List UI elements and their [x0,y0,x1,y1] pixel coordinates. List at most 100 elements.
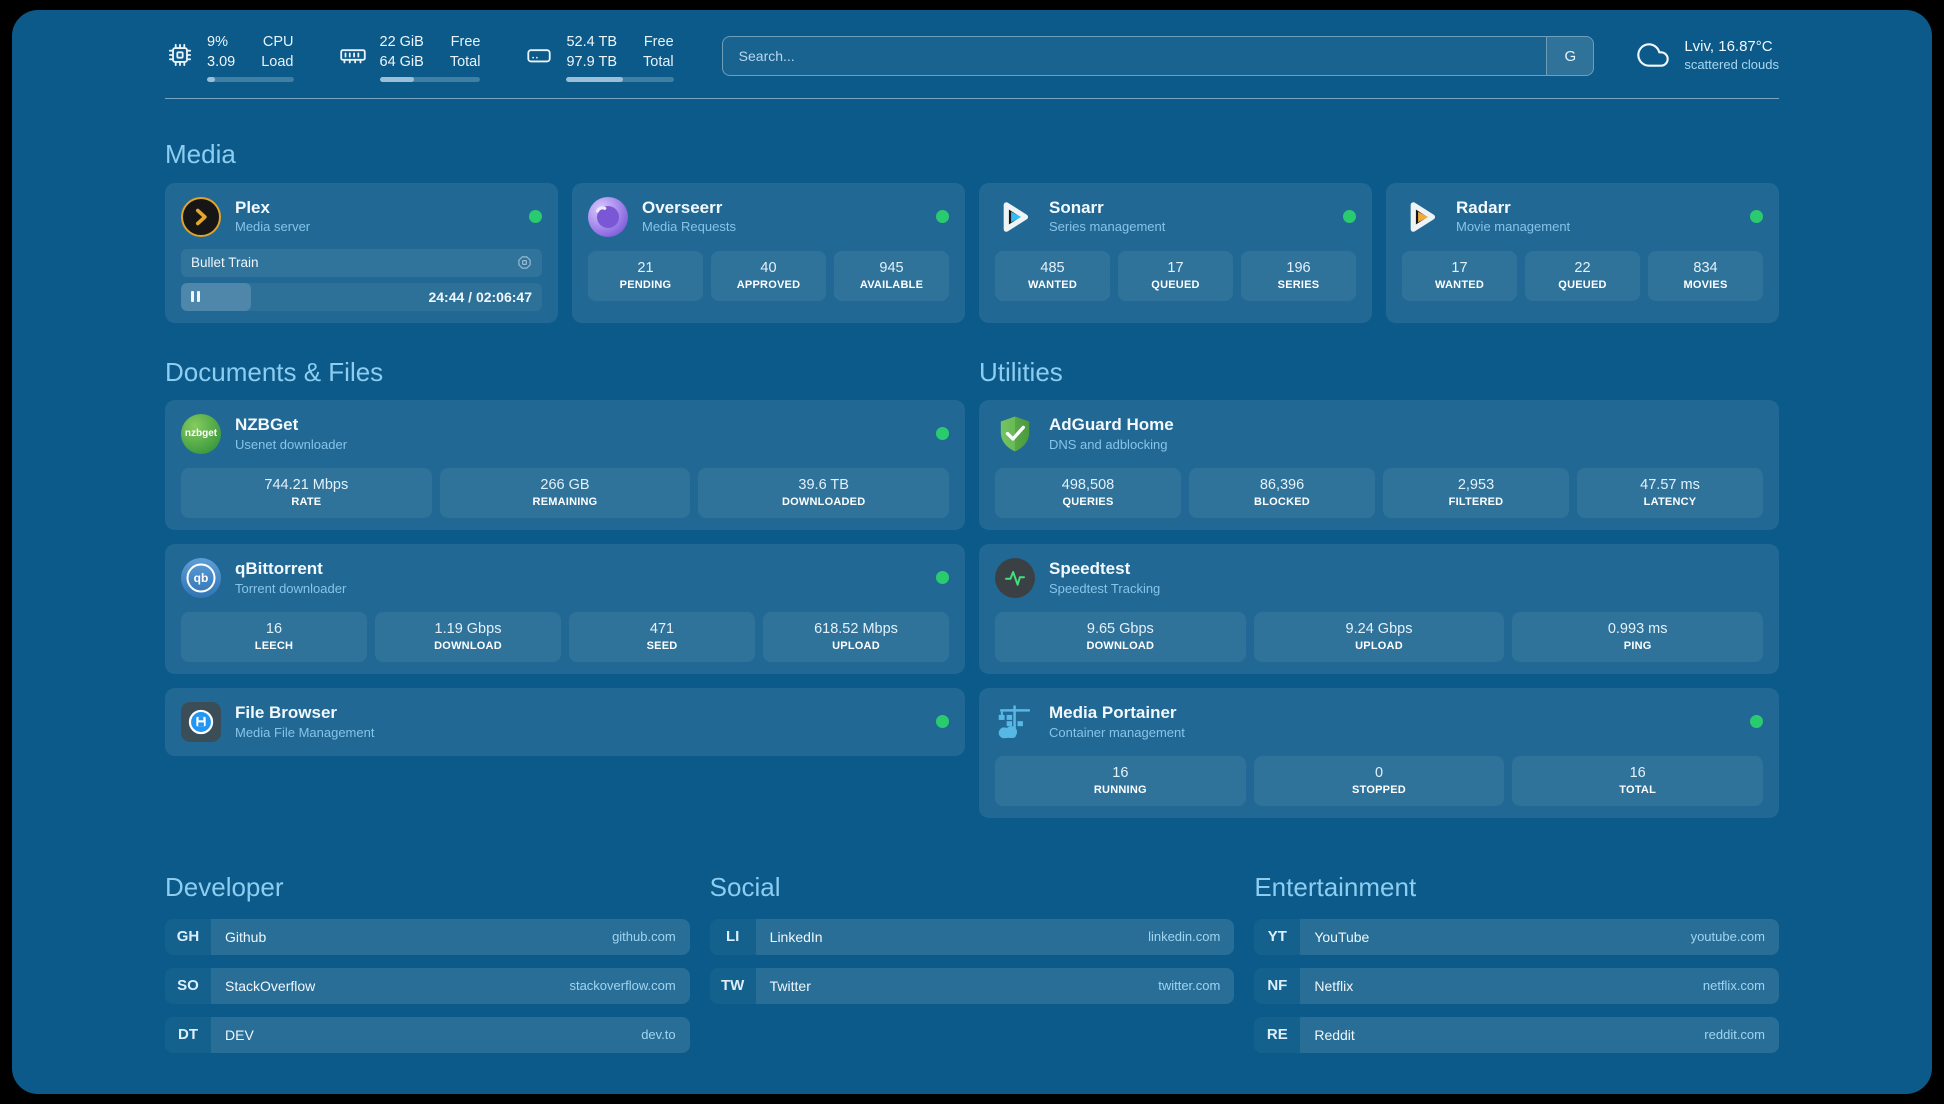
plex-icon [181,196,221,237]
cpu-label-top: CPU [262,34,294,50]
service-card-sonarr[interactable]: Sonarr Series management 485 WANTED 17 QUE… [979,182,1372,323]
section-heading-documents: Documents & Files [165,356,384,387]
link-row-youtube[interactable]: YT YouTube youtube.com [1254,918,1779,955]
service-card-qbittorrent[interactable]: qb qBittorrent Torrent downloader 16 LEEC… [165,543,965,674]
social-links-column: Social LI LinkedIn linkedin.com TW Twitt… [709,832,1235,1017]
entertainment-links-column: Entertainment YT YouTube youtube.com NF … [1254,832,1779,1066]
link-name: LinkedIn [769,928,823,945]
service-name: qBittorrent [235,558,323,578]
link-name: Reddit [1314,1026,1355,1043]
link-abbr: RE [1254,1016,1301,1053]
service-desc: Usenet downloader [235,436,348,452]
documents-column: Documents & Files nzbget NZBGet Usenet d… [165,323,965,770]
stat-tile: 266 GB REMAINING [439,467,691,518]
stat-tile: 196 SERIES [1241,250,1356,301]
section-heading-entertainment: Entertainment [1254,871,1417,902]
stat-tile: 2,953 FILTERED [1383,467,1569,518]
link-url: dev.to [641,1027,676,1043]
qbittorrent-icon: qb [181,557,221,598]
link-abbr: TW [709,967,756,1004]
stat-tile: 39.6 TB DOWNLOADED [698,467,950,518]
link-url: linkedin.com [1148,929,1221,945]
service-card-portainer[interactable]: Media Portainer Container management 16 R… [979,687,1779,818]
disk-total-value: 97.9 TB [566,53,618,70]
service-name: File Browser [235,702,338,722]
filebrowser-icon [181,701,221,742]
stat-tile: 40 APPROVED [711,250,826,301]
service-name: Media Portainer [1049,702,1177,722]
service-card-adguard[interactable]: AdGuard Home DNS and adblocking 498,508 Q… [979,399,1779,530]
memory-progress-bar [379,77,481,83]
service-card-speedtest[interactable]: Speedtest Speedtest Tracking 9.65 Gbps DO… [979,543,1779,674]
link-abbr: SO [165,967,211,1004]
search-engine-button[interactable]: G [1546,37,1594,75]
link-url: github.com [612,929,676,945]
service-card-filebrowser[interactable]: File Browser Media File Management [165,687,965,756]
stat-tile: 485 WANTED [995,250,1110,301]
plex-now-playing: Bullet Train [181,248,542,277]
radarr-icon [1402,197,1442,237]
service-card-overseerr[interactable]: Overseerr Media Requests 21 PENDING 40 APP… [572,182,965,323]
link-row-dev[interactable]: DT DEV dev.to [165,1016,690,1053]
status-dot-online [936,210,949,224]
link-abbr: LI [709,918,756,955]
link-url: stackoverflow.com [569,978,676,994]
disk-icon [527,49,552,63]
link-name: Netflix [1314,977,1354,994]
cpu-stat: 9% 3.09 CPU Load [165,34,294,83]
adguard-icon [995,414,1035,454]
now-playing-title: Bullet Train [191,255,259,271]
memory-label-bottom: Total [449,53,481,70]
link-name: StackOverflow [225,977,316,994]
service-desc: DNS and adblocking [1049,436,1168,452]
search-bar: G [721,36,1595,76]
stat-tile: 16 LEECH [181,611,367,662]
link-row-stackoverflow[interactable]: SO StackOverflow stackoverflow.com [165,967,690,1004]
link-name: Twitter [769,977,811,994]
cloud-icon [1637,43,1670,67]
stat-tile: 471 SEED [569,611,755,662]
link-row-github[interactable]: GH Github github.com [165,918,690,955]
link-row-twitter[interactable]: TW Twitter twitter.com [709,967,1235,1004]
status-dot-online [1750,210,1763,224]
link-abbr: GH [165,918,211,955]
nzbget-icon: nzbget [181,413,221,454]
playback-time: 24:44 / 02:06:47 [428,288,532,305]
link-abbr: NF [1254,967,1301,1004]
link-row-netflix[interactable]: NF Netflix netflix.com [1254,967,1779,1004]
portainer-icon [995,702,1035,742]
memory-icon [339,49,366,64]
service-desc: Media server [235,219,311,235]
header-divider [165,98,1779,100]
stat-tile: 16 RUNNING [995,755,1246,806]
status-dot-online [1343,210,1356,224]
top-bar: 9% 3.09 CPU Load [165,34,1779,83]
service-desc: Speedtest Tracking [1049,580,1161,596]
service-name: NZBGet [235,414,299,434]
service-card-radarr[interactable]: Radarr Movie management 17 WANTED 22 QUEUE… [1386,182,1779,323]
stat-tile: 834 MOVIES [1648,250,1763,301]
service-name: Overseerr [642,197,723,217]
overseerr-icon [588,196,628,237]
service-name: Plex [235,197,270,217]
weather-widget[interactable]: Lviv, 16.87°C scattered clouds [1634,38,1779,72]
disk-free-value: 52.4 TB [566,34,618,50]
link-row-linkedin[interactable]: LI LinkedIn linkedin.com [709,918,1235,955]
search-input[interactable] [721,36,1595,76]
plex-progress-bar: 24:44 / 02:06:47 [181,282,542,311]
memory-free-value: 22 GiB [379,34,424,50]
service-card-plex[interactable]: Plex Media server Bullet Train [165,182,558,323]
cpu-label-bottom: Load [261,53,294,70]
cpu-progress-bar [207,77,294,83]
service-card-nzbget[interactable]: nzbget NZBGet Usenet downloader 744.21 M… [165,399,965,530]
stat-tile: 17 QUEUED [1118,250,1233,301]
section-heading-utilities: Utilities [979,356,1063,387]
link-url: youtube.com [1690,929,1765,945]
stat-tile: 86,396 BLOCKED [1189,467,1375,518]
service-desc: Container management [1049,724,1185,740]
link-name: YouTube [1314,928,1370,945]
link-row-reddit[interactable]: RE Reddit reddit.com [1254,1016,1779,1053]
service-desc: Media Requests [642,219,736,235]
service-desc: Torrent downloader [235,580,347,596]
sonarr-icon [995,197,1035,237]
